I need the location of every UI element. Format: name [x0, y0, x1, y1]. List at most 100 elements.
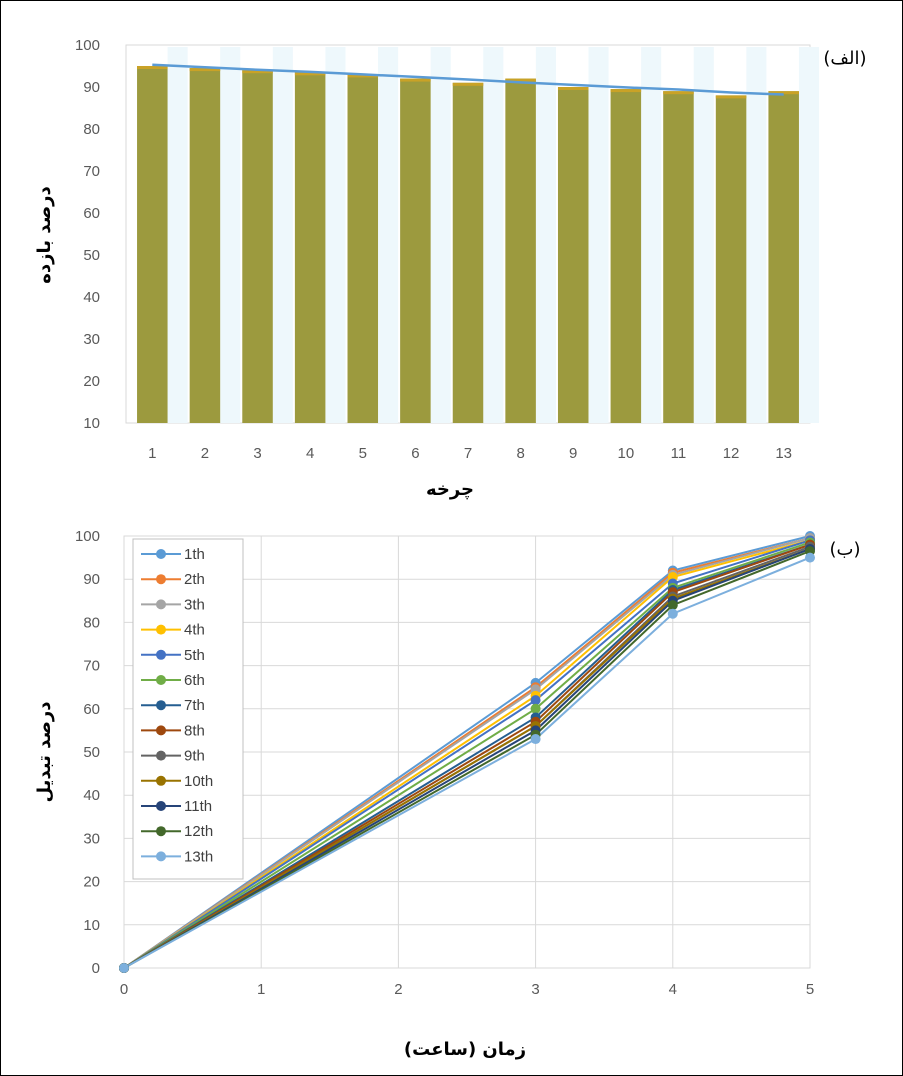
- series-line: [123, 539, 811, 969]
- bar-top: [505, 78, 536, 82]
- series-point: [530, 703, 541, 714]
- x-tick-label-a: 9: [569, 445, 577, 462]
- x-tick-label-b: 5: [806, 981, 814, 998]
- legend-label: 12th: [184, 823, 213, 840]
- x-tick-label-a: 12: [723, 445, 740, 462]
- series-point: [530, 695, 541, 706]
- bar-top: [768, 91, 799, 95]
- bar-gap-shade: [325, 47, 346, 423]
- bar: [610, 89, 642, 423]
- y-tick-label-b: 10: [83, 917, 100, 934]
- series-line: [123, 556, 811, 969]
- y-tick-label-b: 90: [83, 571, 100, 588]
- legend-marker: [156, 549, 166, 559]
- legend-marker: [156, 599, 166, 610]
- series-line: [123, 548, 811, 969]
- series-point: [530, 734, 541, 745]
- legend-marker: [156, 750, 166, 761]
- bar-top: [294, 72, 326, 76]
- plot-area-b: [123, 535, 811, 969]
- panel-label-a: (الف): [823, 48, 866, 69]
- bar-top: [715, 95, 747, 99]
- x-tick-label-a: 11: [671, 445, 687, 462]
- x-tick-label-b: 3: [531, 981, 539, 998]
- bar: [189, 68, 221, 423]
- series-point: [667, 608, 678, 619]
- legend-label: 10th: [184, 773, 213, 790]
- chart-b: 1th 2th 3th 4th 5th 6th 7th 8th 9th 10th 11th 12th 1…: [34, 528, 861, 1060]
- legend-label: 1th: [184, 546, 205, 563]
- bar-gap-shade: [641, 47, 662, 423]
- x-tick-label-b: 0: [120, 981, 128, 998]
- legend-marker: [156, 649, 166, 660]
- legend-label: 11th: [184, 798, 212, 815]
- y-tick-label-b: 30: [83, 830, 100, 847]
- y-tick-label-b: 20: [83, 874, 100, 891]
- bar-gap-shade: [483, 47, 504, 423]
- y-tick-label-a: 50: [83, 247, 100, 264]
- y-tick-label-a: 100: [75, 37, 100, 54]
- legend-label: 2th: [184, 571, 205, 588]
- bar: [400, 78, 431, 423]
- bar-gap-shade: [588, 47, 609, 423]
- bar: [452, 82, 484, 424]
- bar-gap-shade: [693, 47, 714, 423]
- x-axis-title-b: زمان (ساعت): [404, 1039, 526, 1060]
- series-line: [123, 541, 811, 969]
- x-tick-label-a: 5: [359, 445, 367, 462]
- legend-marker: [156, 801, 166, 811]
- bar-gap-shade: [798, 47, 820, 423]
- x-tick-label-a: 7: [464, 445, 472, 462]
- y-tick-label-a: 70: [83, 163, 100, 180]
- legend-label: 8th: [184, 722, 205, 739]
- series-point: [805, 552, 815, 563]
- bar-top: [557, 87, 589, 90]
- y-tick-label-a: 90: [83, 79, 100, 96]
- bar-top: [610, 89, 642, 93]
- bar: [294, 72, 326, 424]
- y-tick-label-b: 0: [92, 960, 100, 977]
- bar: [557, 87, 589, 423]
- legend-marker: [156, 624, 166, 635]
- bar-top: [663, 91, 694, 95]
- bar: [663, 91, 694, 423]
- legend-marker: [156, 725, 166, 736]
- trend-line: [152, 63, 784, 96]
- x-tick-label-a: 13: [775, 445, 792, 462]
- bar: [242, 70, 273, 423]
- x-tick-label-a: 2: [201, 445, 209, 462]
- y-tick-label-b: 50: [83, 744, 100, 761]
- series-line: [123, 539, 811, 969]
- bar-gap-shade: [430, 47, 451, 423]
- legend-label: 9th: [184, 748, 205, 765]
- bar: [505, 78, 536, 423]
- x-tick-label-a: 10: [618, 445, 635, 462]
- bar: [715, 95, 747, 424]
- bar-top: [242, 70, 273, 74]
- series-line: [123, 548, 811, 969]
- y-tick-label-a: 10: [83, 415, 100, 432]
- bar-top: [347, 74, 379, 78]
- legend-label: 3th: [184, 596, 205, 613]
- y-tick-label-b: 60: [83, 701, 100, 718]
- bar-top: [189, 68, 221, 72]
- series-line: [123, 535, 811, 969]
- bar-gap-shade: [535, 47, 556, 423]
- series-line: [123, 543, 811, 969]
- y-tick-label-b: 100: [75, 528, 100, 545]
- legend-label: 6th: [184, 672, 205, 689]
- bar-top: [452, 82, 484, 86]
- bar-gap-shade: [272, 47, 293, 423]
- bar-top: [400, 78, 431, 82]
- y-tick-label-a: 40: [83, 289, 100, 306]
- series-line: [123, 537, 811, 969]
- y-tick-label-a: 80: [83, 121, 100, 138]
- legend-marker: [156, 574, 166, 585]
- bar-gap-shade: [746, 47, 767, 423]
- bar-gap-shade: [378, 47, 399, 423]
- series-point: [667, 600, 678, 611]
- series-point: [119, 963, 129, 973]
- y-axis-title-a: درصد بازده: [34, 186, 55, 283]
- y-tick-label-a: 30: [83, 331, 100, 348]
